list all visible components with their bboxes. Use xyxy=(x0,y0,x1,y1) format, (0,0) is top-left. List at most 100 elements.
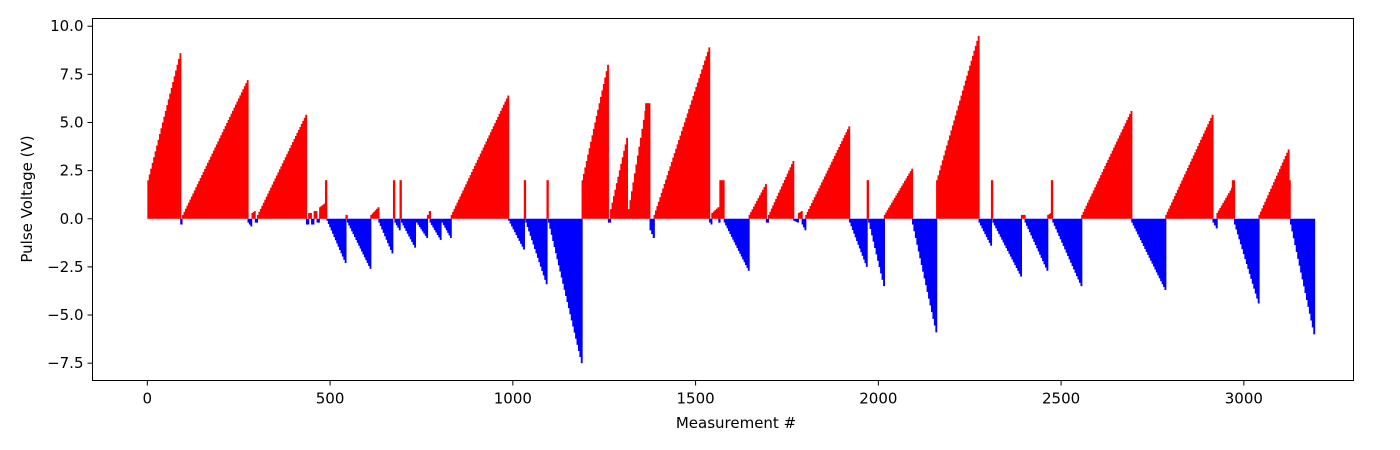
positive-pulse-bar xyxy=(888,207,890,219)
negative-pulse-bar xyxy=(1295,218,1298,252)
positive-pulse-bar xyxy=(959,100,961,219)
negative-pulse-bar xyxy=(254,218,257,223)
negative-pulse-bar xyxy=(1004,218,1006,246)
y-tick-label: 10.0 xyxy=(50,17,83,35)
positive-pulse-bar xyxy=(791,164,793,219)
positive-pulse-bar xyxy=(1107,159,1110,219)
positive-pulse-bar xyxy=(371,213,374,219)
y-tick-label: 2.5 xyxy=(60,162,84,180)
positive-pulse-bar xyxy=(906,175,909,219)
positive-pulse-bar xyxy=(620,163,623,219)
x-tick-label: 1000 xyxy=(494,390,532,408)
positive-pulse-bar xyxy=(797,212,800,219)
negative-pulse-bar xyxy=(1248,218,1251,274)
positive-pulse-bar xyxy=(615,183,618,219)
positive-pulse-bar xyxy=(450,214,453,219)
positive-pulse-bar xyxy=(176,64,179,219)
positive-pulse-bar xyxy=(591,135,594,219)
negative-pulse-bar xyxy=(985,218,988,238)
negative-pulse-bar xyxy=(1018,218,1021,274)
positive-pulse-bar xyxy=(835,152,838,219)
positive-pulse-bar xyxy=(581,180,584,219)
positive-pulse-bar xyxy=(1117,138,1120,219)
positive-pulse-bar xyxy=(639,137,642,219)
negative-pulse-bar xyxy=(1157,218,1160,276)
negative-pulse-bar xyxy=(1254,218,1257,294)
negative-pulse-bar xyxy=(559,218,562,272)
positive-pulse-bar xyxy=(319,207,321,219)
positive-pulse-bar xyxy=(281,163,284,219)
negative-pulse-bar xyxy=(435,218,438,233)
positive-pulse-bar xyxy=(595,116,598,219)
negative-pulse-bar xyxy=(863,218,865,260)
positive-pulse-bar xyxy=(667,170,670,219)
negative-pulse-bar xyxy=(536,218,539,258)
positive-pulse-bar xyxy=(166,105,169,219)
negative-pulse-bar xyxy=(1008,218,1011,254)
positive-pulse-bar xyxy=(462,190,465,219)
positive-pulse-bar xyxy=(911,168,914,219)
positive-pulse-bar xyxy=(1091,193,1094,219)
positive-pulse-bar xyxy=(259,208,262,219)
positive-pulse-bar xyxy=(642,119,645,219)
negative-pulse-bar xyxy=(1244,218,1247,260)
positive-pulse-bar xyxy=(991,180,994,219)
negative-pulse-bar xyxy=(1214,218,1217,226)
y-axis: −7.5 −5.0 −2.5 0.0 2.5 5.0 7.5 10.0 xyxy=(47,17,93,372)
negative-pulse-bar xyxy=(1141,218,1144,244)
positive-pulse-bar xyxy=(1231,180,1234,219)
positive-pulse-bar xyxy=(1051,180,1054,219)
positive-pulse-bar xyxy=(765,184,767,219)
negative-pulse-bar xyxy=(556,218,559,260)
negative-pulse-bar xyxy=(518,218,521,241)
positive-pulse-bar xyxy=(498,113,501,219)
negative-pulse-bar xyxy=(394,218,397,223)
positive-pulse-bar xyxy=(268,190,271,219)
positive-pulse-bar xyxy=(618,170,621,219)
positive-pulse-bar xyxy=(626,137,628,219)
positive-pulse-bar xyxy=(763,186,766,219)
positive-pulse-bar xyxy=(280,166,283,219)
positive-pulse-bar xyxy=(696,82,699,219)
negative-pulse-bar xyxy=(390,218,392,250)
positive-pulse-bar xyxy=(204,168,206,219)
positive-pulse-bar xyxy=(309,212,311,219)
negative-pulse-bar xyxy=(1251,218,1254,284)
negative-pulse-bar xyxy=(861,218,864,256)
positive-pulse-bar xyxy=(656,206,659,219)
positive-pulse-bar xyxy=(271,184,274,219)
positive-pulse-bar xyxy=(236,101,239,219)
negative-pulse-bar xyxy=(913,218,916,232)
positive-pulse-bar xyxy=(679,135,682,219)
negative-pulse-bar xyxy=(1034,218,1037,246)
negative-pulse-bar xyxy=(1147,218,1150,255)
negative-pulse-bar xyxy=(1039,218,1042,255)
positive-pulse-bar xyxy=(838,147,841,219)
positive-pulse-bar xyxy=(154,151,157,219)
positive-pulse-bar xyxy=(1130,110,1133,219)
negative-pulse-bar xyxy=(1139,218,1142,241)
positive-pulse-bar xyxy=(672,157,675,219)
negative-pulse-bar xyxy=(982,218,985,232)
negative-pulse-bar xyxy=(438,218,441,238)
positive-pulse-bar xyxy=(478,156,481,219)
negative-pulse-bar xyxy=(1137,218,1139,235)
negative-pulse-bar xyxy=(917,218,920,252)
positive-pulse-bar xyxy=(1220,205,1223,219)
positive-pulse-bar xyxy=(612,196,615,219)
negative-pulse-bar xyxy=(746,218,749,268)
positive-pulse-bar xyxy=(947,140,950,219)
negative-pulse-bar xyxy=(1300,218,1302,273)
negative-pulse-bar xyxy=(1311,218,1314,328)
positive-pulses xyxy=(147,35,1291,219)
negative-pulse-bar xyxy=(344,218,347,264)
negative-pulse-bar xyxy=(534,218,536,250)
positive-pulse-bar xyxy=(717,207,720,219)
positive-pulse-bar xyxy=(909,171,912,219)
positive-pulse-bar xyxy=(670,162,673,219)
negative-pulse-bar xyxy=(1294,218,1297,246)
positive-pulse-bar xyxy=(611,202,614,219)
positive-pulse-bar xyxy=(1104,165,1107,219)
positive-pulse-bar xyxy=(886,210,889,219)
